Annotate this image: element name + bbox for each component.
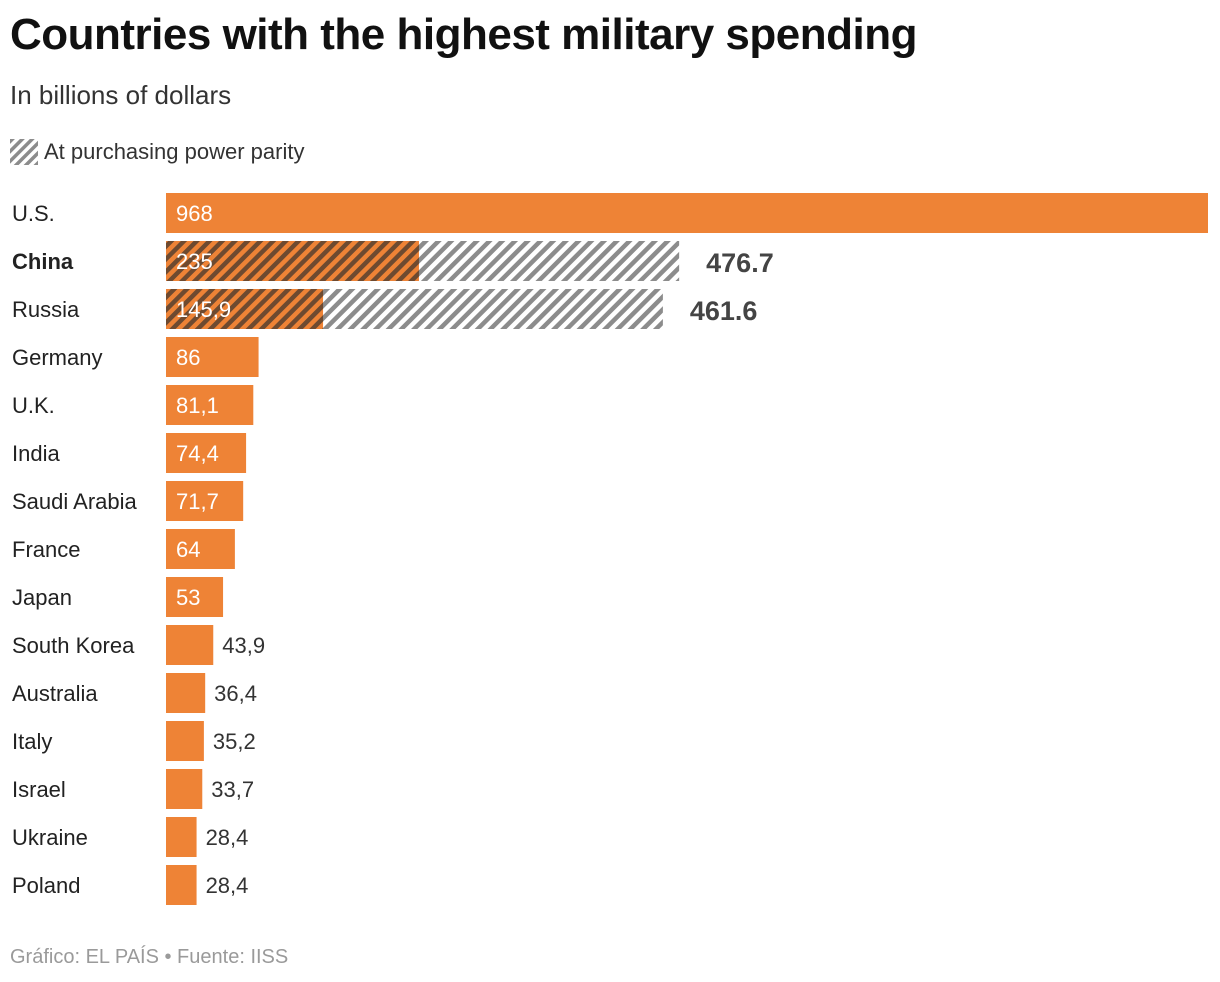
bar-chart: U.S. 968 China 476.7 235 Russia 461.6 145,9 Germ… [12, 193, 1208, 905]
value-label: 81,1 [176, 393, 219, 418]
value-label: 74,4 [176, 441, 219, 466]
bar-row-u-s: U.S. 968 [12, 193, 1208, 233]
category-label: Italy [12, 729, 52, 754]
value-label: 64 [176, 537, 200, 562]
bar-row-china: China 476.7 235 [12, 241, 774, 281]
bar-row-india: India 74,4 [12, 433, 247, 473]
legend-hatch-swatch [10, 139, 38, 165]
bar-row-ukraine: Ukraine 28,4 [12, 817, 248, 857]
bar-row-u-k: U.K. 81,1 [12, 385, 254, 425]
category-label: Poland [12, 873, 81, 898]
bar-row-israel: Israel 33,7 [12, 769, 254, 809]
category-label: China [12, 249, 74, 274]
value-label: 968 [176, 201, 213, 226]
value-label: 71,7 [176, 489, 219, 514]
bar [166, 241, 419, 281]
legend: At purchasing power parity [10, 138, 304, 166]
bar-row-france: France 64 [12, 529, 235, 569]
bar [166, 481, 244, 521]
bar [166, 529, 235, 569]
bar-row-saudi-arabia: Saudi Arabia 71,7 [12, 481, 244, 521]
bar [166, 433, 247, 473]
bar [166, 193, 1208, 233]
category-label: Germany [12, 345, 102, 370]
bar [166, 289, 324, 329]
bar-row-japan: Japan 53 [12, 577, 224, 617]
chart-subtitle: In billions of dollars [10, 80, 232, 110]
value-label: 33,7 [211, 777, 254, 802]
category-label: France [12, 537, 80, 562]
bar [166, 769, 203, 809]
bar [166, 385, 254, 425]
bar [166, 577, 224, 617]
bar [166, 817, 197, 857]
legend-label: At purchasing power parity [44, 139, 305, 164]
category-label: Israel [12, 777, 66, 802]
category-label: Japan [12, 585, 72, 610]
chart-title: Countries with the highest military spen… [10, 10, 917, 59]
bar-row-south-korea: South Korea 43,9 [12, 625, 265, 665]
bar [166, 625, 214, 665]
category-label: U.K. [12, 393, 55, 418]
category-label: South Korea [12, 633, 135, 658]
bar [166, 721, 204, 761]
bar-row-russia: Russia 461.6 145,9 [12, 289, 757, 329]
category-label: Australia [12, 681, 98, 706]
bar [166, 673, 206, 713]
ppp-value-label: 461.6 [690, 296, 758, 326]
category-label: Saudi Arabia [12, 489, 138, 514]
source-credit: Gráfico: EL PAÍS • Fuente: IISS [10, 946, 289, 968]
value-label: 36,4 [214, 681, 257, 706]
bar-row-australia: Australia 36,4 [12, 673, 257, 713]
bar [166, 865, 197, 905]
bar-row-italy: Italy 35,2 [12, 721, 256, 761]
value-label: 53 [176, 585, 200, 610]
category-label: Russia [12, 297, 80, 322]
bar-row-germany: Germany 86 [12, 337, 259, 377]
value-label: 28,4 [206, 825, 249, 850]
value-label: 43,9 [222, 633, 265, 658]
category-label: India [12, 441, 60, 466]
value-label: 28,4 [206, 873, 249, 898]
category-label: U.S. [12, 201, 55, 226]
bar [166, 337, 259, 377]
bar-row-poland: Poland 28,4 [12, 865, 248, 905]
value-label: 35,2 [213, 729, 256, 754]
ppp-value-label: 476.7 [706, 248, 774, 278]
value-label: 235 [176, 249, 213, 274]
value-label: 145,9 [176, 297, 231, 322]
category-label: Ukraine [12, 825, 88, 850]
value-label: 86 [176, 345, 200, 370]
